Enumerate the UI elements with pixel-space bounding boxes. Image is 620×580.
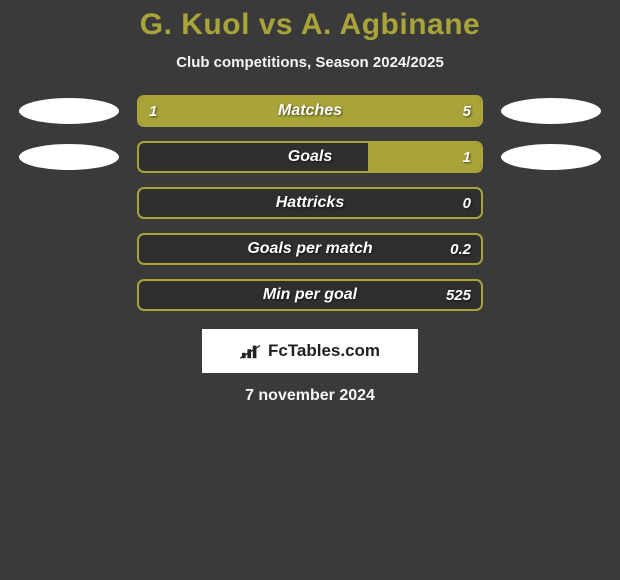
stat-label: Min per goal [139, 281, 481, 309]
avatar-spacer [19, 236, 119, 262]
stat-label: Goals [139, 143, 481, 171]
avatar-spacer [19, 282, 119, 308]
stat-row: Min per goal525 [0, 279, 620, 311]
page-title: G. Kuol vs A. Agbinane [0, 8, 620, 42]
stat-row: Hattricks0 [0, 187, 620, 219]
stat-bar: Goals per match0.2 [137, 233, 483, 265]
stat-bar: Hattricks0 [137, 187, 483, 219]
stat-label: Matches [139, 97, 481, 125]
date-text: 7 november 2024 [0, 387, 620, 405]
brand-text: FcTables.com [268, 341, 380, 361]
bar-chart-icon [240, 342, 262, 360]
player-right-avatar [501, 98, 601, 124]
stat-value-right: 1 [463, 143, 471, 171]
stat-label: Hattricks [139, 189, 481, 217]
player-left-avatar [19, 144, 119, 170]
subtitle: Club competitions, Season 2024/2025 [0, 54, 620, 71]
stat-value-right: 0.2 [450, 235, 471, 263]
stat-value-right: 5 [463, 97, 471, 125]
player-right-avatar [501, 144, 601, 170]
stat-row: 1Matches5 [0, 95, 620, 127]
avatar-spacer [19, 190, 119, 216]
avatar-spacer [501, 236, 601, 262]
avatar-spacer [501, 282, 601, 308]
stat-bar: Goals1 [137, 141, 483, 173]
avatar-spacer [501, 190, 601, 216]
stat-bar: Min per goal525 [137, 279, 483, 311]
player-left-avatar [19, 98, 119, 124]
stat-value-right: 525 [446, 281, 471, 309]
stat-bar: 1Matches5 [137, 95, 483, 127]
stat-row: Goals1 [0, 141, 620, 173]
brand-logo[interactable]: FcTables.com [202, 329, 418, 373]
stat-label: Goals per match [139, 235, 481, 263]
stat-value-right: 0 [463, 189, 471, 217]
stats-rows: 1Matches5Goals1Hattricks0Goals per match… [0, 95, 620, 311]
stat-row: Goals per match0.2 [0, 233, 620, 265]
comparison-card: G. Kuol vs A. Agbinane Club competitions… [0, 0, 620, 405]
